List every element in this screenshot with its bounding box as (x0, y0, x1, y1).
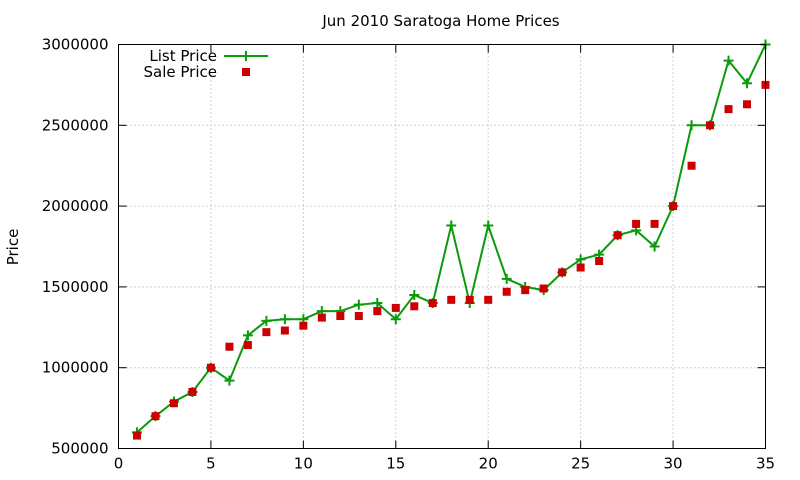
list-price-point (353, 299, 364, 310)
sale-price-point (317, 313, 326, 322)
y-axis-label: Price (4, 229, 22, 266)
list-price-point (242, 330, 253, 341)
list-price-point (742, 78, 753, 89)
sale-price-point (502, 287, 511, 296)
sale-price-point (410, 302, 419, 311)
sale-price-point (650, 219, 659, 228)
sale-price-point (669, 202, 678, 211)
sale-price-point (169, 399, 178, 408)
x-tick-label: 30 (664, 455, 683, 473)
x-tick-label: 15 (386, 455, 405, 473)
list-price-point (409, 289, 420, 300)
y-tick-label: 2500000 (42, 116, 109, 134)
sale-price-point (687, 161, 696, 170)
legend-square-marker (242, 68, 250, 76)
sale-price-point (336, 311, 345, 320)
sale-price-point (632, 219, 641, 228)
sale-price-point (447, 295, 456, 304)
list-price-line (136, 44, 767, 434)
sale-price-point (280, 326, 289, 335)
sale-price-point (225, 342, 234, 351)
sale-price-point (613, 231, 622, 240)
chart-title: Jun 2010 Saratoga Home Prices (321, 12, 559, 30)
legend-label: List Price (149, 47, 217, 65)
y-tick-label: 1000000 (42, 359, 109, 377)
y-tick-label: 3000000 (42, 36, 109, 54)
sale-price-point (428, 299, 437, 308)
sale-price-point (558, 268, 567, 277)
sale-price-point (484, 295, 493, 304)
list-price-point (261, 315, 272, 326)
x-tick-label: 35 (756, 455, 775, 473)
sale-price-point (206, 363, 215, 372)
sale-price-point (373, 307, 382, 316)
list-price-point (224, 375, 235, 386)
list-price-point (446, 220, 457, 231)
sale-price-point (743, 100, 752, 109)
sale-price-point (539, 284, 548, 293)
series-sale-price (132, 80, 770, 440)
legend-label: Sale Price (144, 63, 217, 81)
sale-price-point (391, 303, 400, 312)
sale-price-point (706, 121, 715, 130)
y-tick-label: 1500000 (42, 278, 109, 296)
sale-price-point (724, 105, 733, 114)
sale-price-point (188, 387, 197, 396)
list-price-point (390, 314, 401, 325)
sale-price-point (595, 257, 604, 266)
legend-plus-marker (241, 51, 251, 61)
list-price-point (575, 254, 586, 265)
list-price-point (279, 314, 290, 325)
list-price-point (372, 298, 383, 309)
list-price-point (723, 55, 734, 66)
sale-price-point (262, 328, 271, 337)
list-price-point (686, 120, 697, 131)
sale-price-point (354, 311, 363, 320)
sale-price-point (151, 412, 160, 421)
x-tick-label: 0 (114, 455, 124, 473)
axis-ticks: 0 5 10 15 20 25 30 35 500000 1000000 1500000 200000… (42, 36, 775, 473)
sale-price-point (132, 431, 141, 440)
plot-frame (118, 44, 766, 449)
list-price-point (649, 241, 660, 252)
list-price-point (501, 273, 512, 284)
data-series (131, 39, 771, 440)
x-tick-label: 5 (206, 455, 216, 473)
sale-price-point (576, 263, 585, 272)
sale-price-point (243, 341, 252, 350)
sale-price-point (465, 295, 474, 304)
y-tick-label: 500000 (51, 440, 108, 458)
sale-price-point (299, 321, 308, 330)
series-list-price (131, 39, 771, 438)
x-tick-label: 10 (294, 455, 313, 473)
x-tick-label: 20 (479, 455, 498, 473)
sale-price-point (521, 286, 530, 295)
grid-lines (118, 44, 766, 449)
y-tick-label: 2000000 (42, 197, 109, 215)
x-tick-label: 25 (571, 455, 590, 473)
list-price-point (483, 220, 494, 231)
